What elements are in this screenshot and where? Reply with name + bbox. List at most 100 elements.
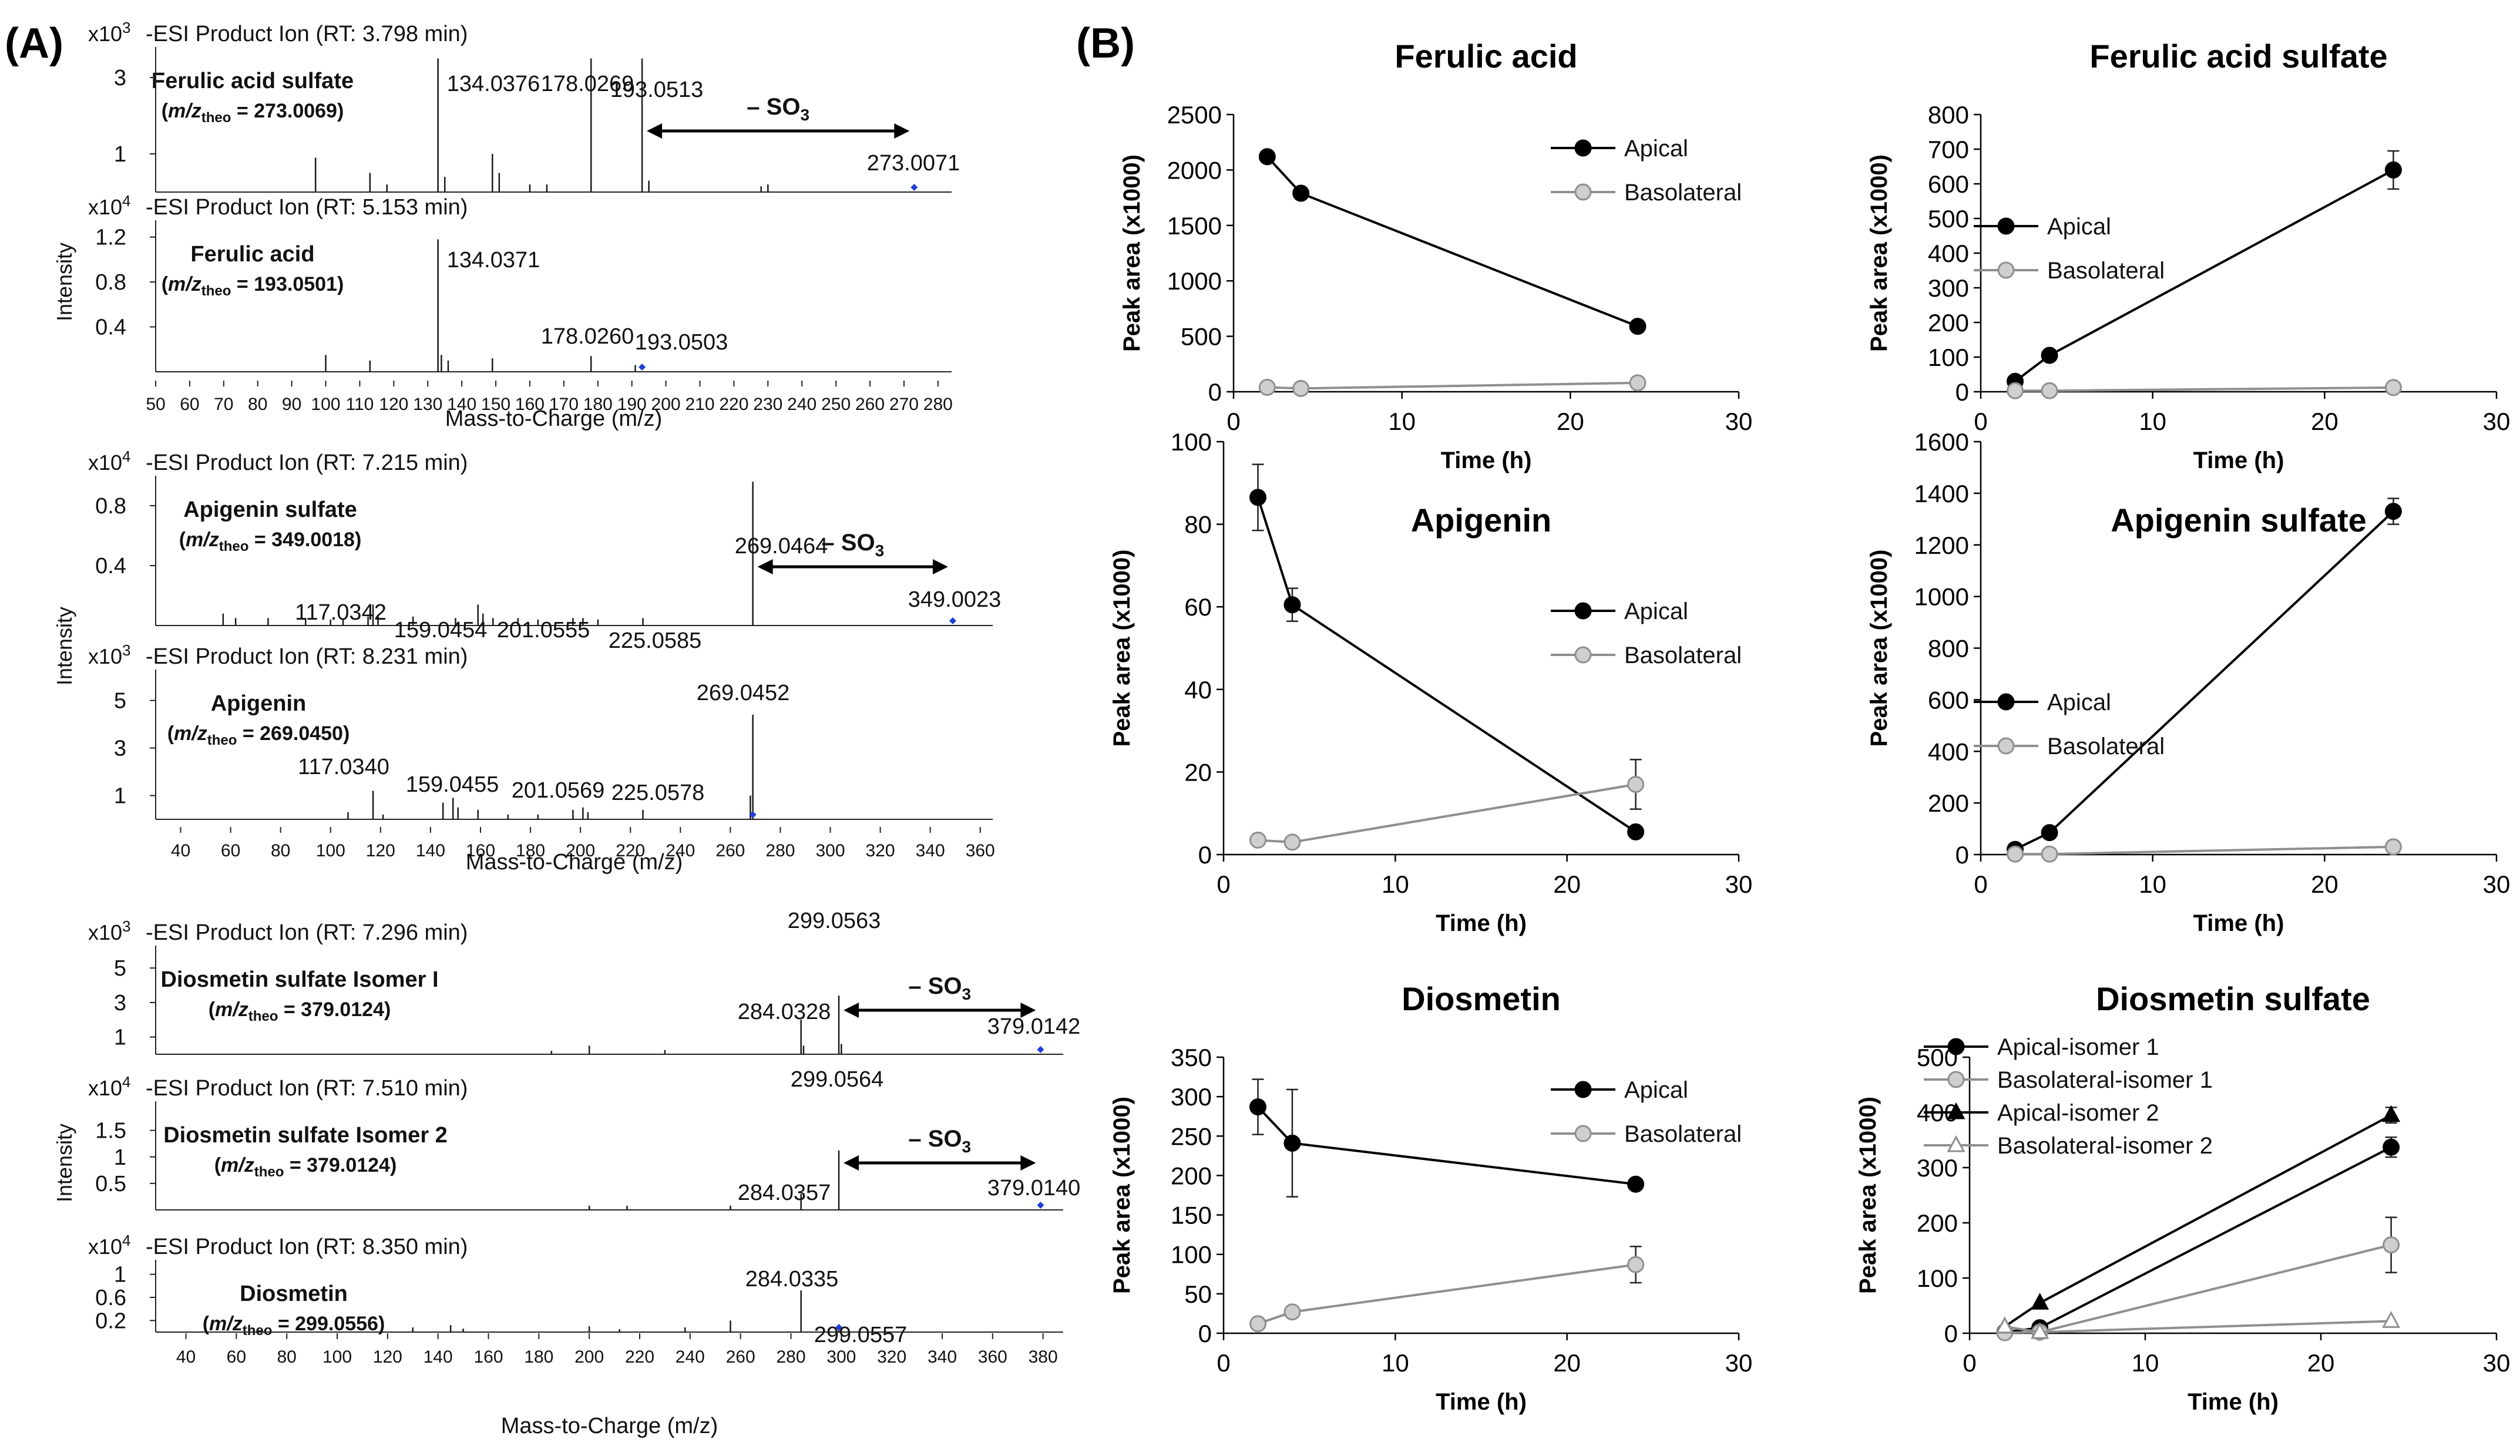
x-tick-label: 360 xyxy=(978,1347,1007,1367)
mz-open: ( xyxy=(167,722,174,745)
y-tick-label: 2500 xyxy=(1167,101,1222,129)
x-tick-label: 360 xyxy=(966,841,995,860)
exponent-power: 3 xyxy=(122,917,130,935)
legend-entry: Basolateral xyxy=(1551,1121,1742,1147)
spectrum-1-1: x103 -ESI Product Ion (RT: 3.798 min)Feru… xyxy=(88,19,960,193)
mz-value: = 193.0501) xyxy=(231,273,344,295)
data-point xyxy=(1283,1303,1301,1321)
legend-marker xyxy=(1947,1038,1965,1055)
x-tick-label: 260 xyxy=(855,395,885,414)
legend-marker xyxy=(1997,737,2015,755)
y-tick-label: 3 xyxy=(114,66,126,90)
theoretical-mz: (m/ztheo = 269.0450) xyxy=(167,722,350,748)
spectrum-header: -ESI Product Ion (RT: 7.296 min) xyxy=(146,920,468,945)
so3-arrow: – SO3 xyxy=(757,530,948,574)
y-tick-label: 1500 xyxy=(1167,212,1222,240)
theoretical-mz: (m/ztheo = 299.0556) xyxy=(203,1313,385,1339)
data-point xyxy=(2382,1311,2401,1328)
data-point xyxy=(1283,1134,1301,1152)
x-tick-label: 220 xyxy=(625,1347,654,1367)
x-tick-label: 170 xyxy=(549,395,579,414)
y-tick-label: 0.4 xyxy=(95,315,126,340)
x-axis-label: Mass-to-Charge (m/z) xyxy=(466,850,683,875)
mz-italic: m/z xyxy=(215,998,248,1021)
intensity-axis-label: Intensity xyxy=(52,607,76,685)
so3-label: – SO3 xyxy=(908,973,971,1003)
x-tick-label: 10 xyxy=(1382,870,1409,898)
legend-marker xyxy=(1997,217,2015,235)
x-axis-label: Time (h) xyxy=(1441,448,1532,473)
y-axis-label: Peak area (x1000) xyxy=(1109,1097,1135,1294)
chart-title: Apigenin sulfate xyxy=(2111,502,2367,539)
peak-label: 269.0452 xyxy=(697,681,790,705)
data-point xyxy=(2041,347,2058,364)
x-tick-label: 240 xyxy=(666,841,695,860)
legend-entry: Basolateral-isomer 1 xyxy=(1924,1067,2213,1093)
x-tick-label: 240 xyxy=(676,1347,705,1367)
mz-sub: theo xyxy=(248,1008,278,1024)
arrow-head-right xyxy=(894,123,910,139)
data-point xyxy=(1249,1098,1266,1116)
legend-entry: Basolateral xyxy=(1551,643,1742,668)
x-tick-label: 0 xyxy=(1974,408,1987,435)
series-basolateral-isomer-2: Basolateral-isomer 2 xyxy=(1924,1133,2401,1339)
x-tick-label: 10 xyxy=(2132,1349,2159,1377)
x-tick-label: 300 xyxy=(826,1347,856,1367)
x-tick-label: 10 xyxy=(1388,408,1416,435)
precursor-marker xyxy=(639,364,646,371)
arrow-head-right xyxy=(932,559,948,574)
so3-arrow: – SO3 xyxy=(844,1126,1036,1171)
mz-italic: m/z xyxy=(174,722,207,745)
x-tick-label: 90 xyxy=(282,395,301,414)
y-tick-label: 40 xyxy=(1184,676,1212,704)
y-tick-label: 3 xyxy=(114,991,126,1015)
legend-entry: Basolateral xyxy=(1974,258,2165,284)
x-tick-label: 150 xyxy=(481,395,510,414)
precursor-marker xyxy=(910,184,918,191)
intensity-exponent: x104 xyxy=(88,1232,131,1259)
spectrum-2-2: x103 -ESI Product Ion (RT: 8.231 min)Apig… xyxy=(88,641,993,820)
y-axis-label: Peak area (x1000) xyxy=(1119,154,1145,352)
x-tick-label: 200 xyxy=(566,841,595,860)
y-tick-label: 700 xyxy=(1928,136,1969,163)
mz-value: = 269.0450) xyxy=(237,722,350,745)
peak-label: 299.0563 xyxy=(788,909,881,933)
y-tick-label: 200 xyxy=(1928,789,1969,817)
series-apical-isomer-2: Apical-isomer 2 xyxy=(1924,1100,2401,1334)
mz-sub: theo xyxy=(207,732,237,748)
intensity-axis-label: Intensity xyxy=(52,1124,76,1202)
y-tick-label: 400 xyxy=(1928,738,1969,765)
peak-label: 379.0142 xyxy=(987,1014,1081,1039)
y-tick-label: 350 xyxy=(1171,1044,1212,1071)
theoretical-mz: (m/ztheo = 379.0124) xyxy=(209,998,391,1024)
x-tick-label: 50 xyxy=(146,395,165,414)
data-point xyxy=(1249,489,1266,506)
data-point xyxy=(2007,845,2024,863)
y-tick-label: 0.4 xyxy=(95,554,126,579)
legend-label: Apical xyxy=(1624,1077,1688,1103)
x-tick-label: 100 xyxy=(316,841,345,860)
spectrum-3-3: x104 -ESI Product Ion (RT: 8.350 min) Dios… xyxy=(88,1232,1063,1347)
intensity-exponent: x104 xyxy=(88,1073,131,1100)
x-tick-label: 10 xyxy=(1382,1349,1409,1377)
so3-text: – SO xyxy=(908,973,962,999)
data-point xyxy=(2384,379,2402,396)
y-tick-label: 0.2 xyxy=(95,1309,126,1333)
x-tick-label: 0 xyxy=(1227,408,1240,435)
peak-label: 117.0340 xyxy=(298,755,389,779)
y-tick-label: 1000 xyxy=(1914,583,1969,611)
series-basolateral: Basolateral xyxy=(1249,643,1742,851)
mz-italic: m/z xyxy=(168,100,201,122)
exponent-power: 4 xyxy=(122,1232,130,1249)
series-basolateral: Basolateral xyxy=(1974,734,2402,863)
exponent-power: 4 xyxy=(122,192,130,210)
data-point xyxy=(2383,1138,2400,1156)
x-tick-label: 140 xyxy=(416,841,445,860)
theoretical-mz: (m/ztheo = 193.0501) xyxy=(162,273,344,299)
exponent-base: x10 xyxy=(88,1235,122,1259)
x-tick-label: 20 xyxy=(1553,870,1581,898)
y-tick-label: 3 xyxy=(114,737,126,761)
peak-label: 193.0513 xyxy=(610,78,704,102)
